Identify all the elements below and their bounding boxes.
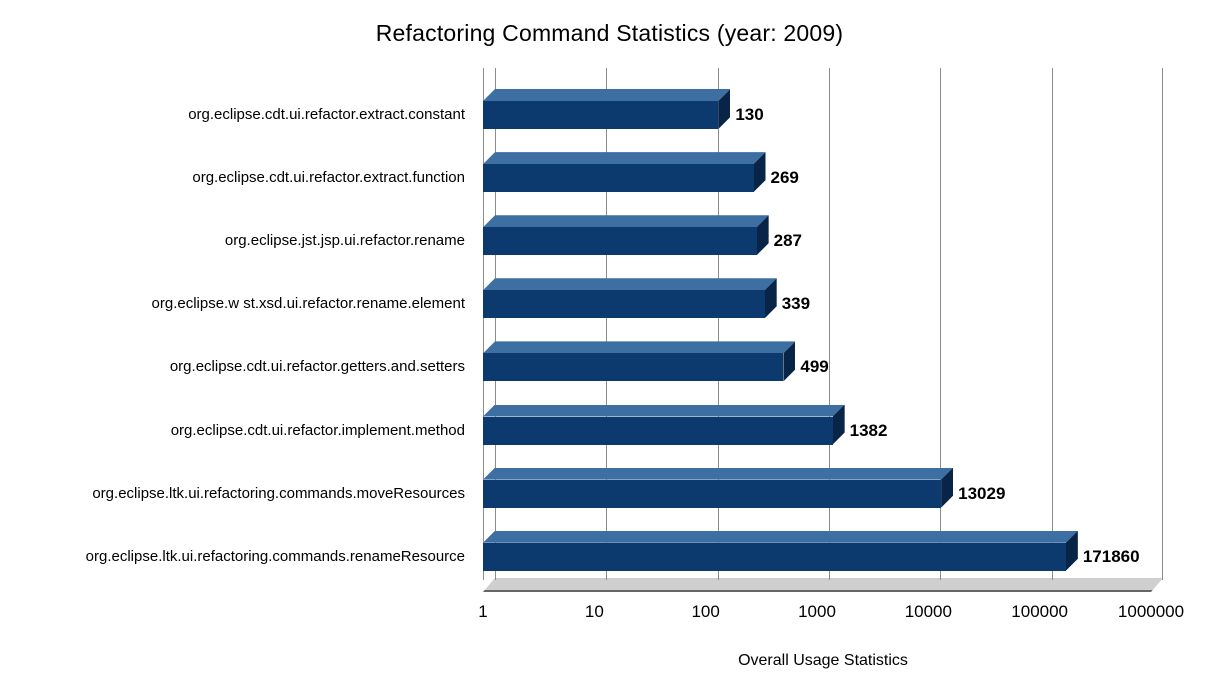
x-axis-label: Overall Usage Statistics bbox=[738, 652, 908, 669]
bar-side-face bbox=[765, 278, 777, 318]
bar-side-face bbox=[718, 89, 730, 129]
category-label: org.eclipse.cdt.ui.refactor.extract.cons… bbox=[188, 106, 465, 123]
value-label: 269 bbox=[770, 168, 799, 188]
bar-side-face bbox=[783, 341, 795, 381]
x-tick-label: 100000 bbox=[1011, 602, 1069, 621]
x-tick-label: 1 bbox=[478, 602, 488, 621]
value-label: 339 bbox=[781, 294, 811, 314]
bar bbox=[483, 164, 754, 193]
bar bbox=[483, 479, 942, 508]
category-label: org.eclipse.cdt.ui.refactor.implement.me… bbox=[170, 421, 465, 439]
bar-top-face bbox=[483, 152, 766, 164]
bar-top-face bbox=[483, 89, 730, 101]
category-label: org.eclipse.cdt.ui.refactor.getters.and.… bbox=[169, 358, 465, 376]
plot-area: 130 269 287 339 499 1382 13029 171860 bbox=[483, 68, 1163, 592]
plot-floor-3d bbox=[483, 578, 1163, 592]
bar bbox=[483, 101, 719, 129]
category-label: org.eclipse.jst.jsp.ui.refactor.rename bbox=[224, 232, 465, 250]
x-tick-label: 1000000 bbox=[1117, 602, 1185, 621]
category-label: org.eclipse.ltk.ui.refactoring.commands.… bbox=[92, 484, 465, 502]
value-label: 1382 bbox=[849, 420, 888, 440]
bar-top-face bbox=[483, 468, 953, 480]
value-label: 499 bbox=[800, 357, 829, 377]
gridline bbox=[829, 68, 830, 580]
x-tick-label: 10 bbox=[584, 602, 604, 621]
gridline bbox=[940, 68, 942, 580]
category-axis: org.eclipse.cdt.ui.refactor.extract.cons… bbox=[0, 68, 473, 592]
value-label: 130 bbox=[735, 105, 764, 124]
bar bbox=[483, 290, 765, 319]
category-label: org.eclipse.w st.xsd.ui.refactor.rename.… bbox=[151, 295, 465, 313]
bar-top-face bbox=[483, 278, 777, 290]
bar-top-face bbox=[483, 405, 845, 417]
category-label: org.eclipse.ltk.ui.refactoring.commands.… bbox=[85, 547, 465, 565]
bar-side-face bbox=[754, 152, 766, 192]
bar bbox=[483, 416, 833, 445]
value-label: 13029 bbox=[958, 483, 1006, 503]
x-axis-ticks: 1 10 100 1000 10000 100000 1000000 bbox=[478, 602, 1184, 626]
value-label: 171860 bbox=[1082, 546, 1140, 566]
x-tick-label: 10000 bbox=[904, 602, 952, 621]
bar-side-face bbox=[757, 215, 769, 255]
bar-side-face bbox=[1066, 531, 1078, 571]
bar-top-face bbox=[483, 341, 795, 353]
bar bbox=[483, 353, 784, 382]
bar-top-face bbox=[483, 215, 769, 227]
bar-side-face bbox=[941, 468, 953, 508]
gridline bbox=[606, 68, 608, 580]
value-label: 287 bbox=[773, 231, 803, 251]
gridline bbox=[717, 68, 719, 580]
gridline bbox=[495, 68, 496, 580]
chart-title: Refactoring Command Statistics (year: 20… bbox=[375, 20, 844, 46]
category-label: org.eclipse.cdt.ui.refactor.extract.func… bbox=[192, 169, 465, 187]
x-tick-label: 1000 bbox=[798, 602, 836, 621]
y-axis-line bbox=[483, 68, 484, 580]
bar-top-face bbox=[483, 531, 1078, 543]
bar bbox=[483, 227, 757, 256]
gridline bbox=[1051, 68, 1053, 580]
x-tick-label: 100 bbox=[691, 602, 720, 621]
bar bbox=[483, 542, 1066, 571]
gridline bbox=[1162, 68, 1163, 580]
bar-side-face bbox=[833, 405, 845, 445]
